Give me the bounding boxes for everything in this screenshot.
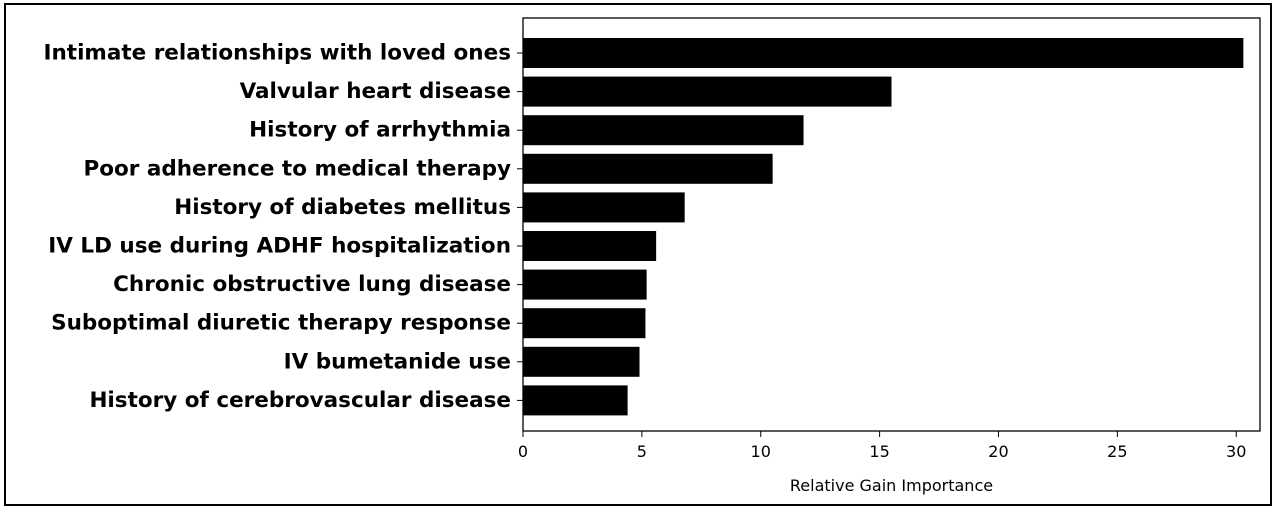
x-tick-label: 10 [751, 442, 771, 461]
category-labels: Intimate relationships with loved ones Va… [43, 41, 523, 413]
plot-area-border [522, 17, 1261, 432]
category-label: History of cerebrovascular disease [89, 388, 511, 413]
bar-3 [523, 153, 773, 184]
x-tick-label: 30 [1226, 442, 1246, 461]
bar-7 [523, 308, 646, 339]
x-tick-label: 0 [518, 442, 528, 461]
category-label: Poor adherence to medical therapy [83, 156, 511, 181]
category-label: IV bumetanide use [284, 349, 511, 374]
bar-0 [523, 38, 1244, 68]
bar-2 [523, 115, 804, 146]
category-label: History of arrhythmia [249, 118, 511, 143]
bars-layer [523, 38, 1244, 416]
category-label: Intimate relationships with loved ones [43, 41, 511, 66]
category-label: Chronic obstructive lung disease [113, 272, 511, 297]
bar-1 [523, 76, 892, 107]
category-label: History of diabetes mellitus [174, 195, 511, 220]
x-axis-ticks: 0 5 10 15 20 25 30 [518, 431, 1246, 461]
x-axis-label: Relative Gain Importance [790, 476, 993, 495]
x-tick-label: 5 [637, 442, 647, 461]
bar-4 [523, 192, 685, 223]
x-tick-label: 20 [988, 442, 1008, 461]
bar-8 [523, 346, 640, 377]
x-tick-label: 15 [869, 442, 889, 461]
category-label: Suboptimal diuretic therapy response [51, 311, 511, 336]
bar-6 [523, 269, 647, 300]
bar-5 [523, 231, 657, 261]
bar-9 [523, 385, 628, 416]
category-label: IV LD use during ADHF hospitalization [48, 234, 511, 259]
category-label: Valvular heart disease [240, 79, 511, 104]
x-tick-label: 25 [1107, 442, 1127, 461]
